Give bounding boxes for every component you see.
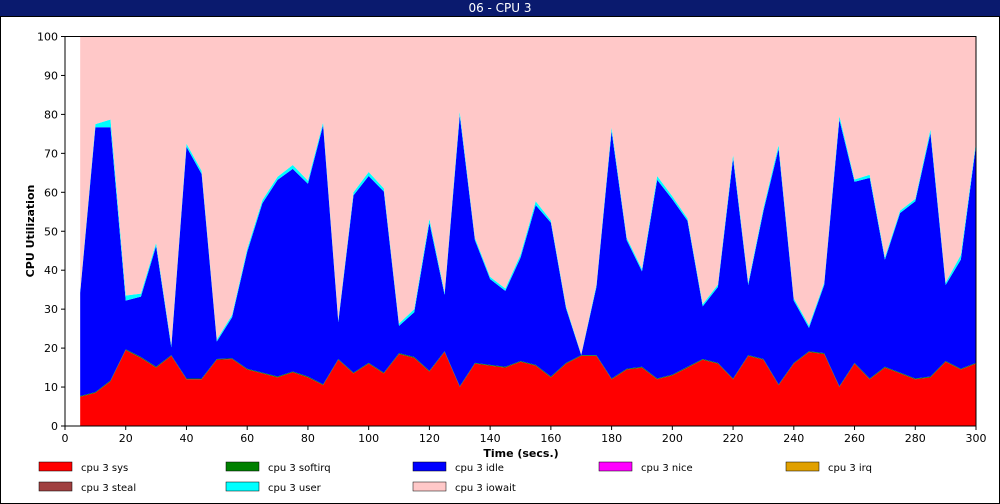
cpu-utilization-chart: 0 10 20 30 40 50 60 70 80 90 100 0 20 40 60 80 100 120 14…	[24, 31, 987, 495]
y-tick-label: 60	[44, 186, 58, 199]
y-tick-label: 70	[44, 147, 58, 160]
legend-item-cpu-3-iowait: cpu 3 iowait	[412, 481, 516, 494]
y-tick-label: 80	[44, 108, 58, 121]
x-tick-label: 40	[179, 432, 193, 445]
x-tick-label: 140	[480, 432, 501, 445]
x-tick-label: 200	[662, 432, 683, 445]
legend-swatch	[38, 461, 73, 472]
x-tick-label: 20	[119, 432, 133, 445]
area-cpu-3-idle	[80, 115, 976, 397]
y-tick-label: 40	[44, 264, 58, 277]
chart-frame: 0 10 20 30 40 50 60 70 80 90 100 0 20 40 60 80 100 120 14…	[0, 16, 1000, 504]
y-tick-label: 100	[37, 31, 58, 44]
y-axis-label: CPU Utilization	[24, 185, 37, 278]
legend: cpu 3 sys cpu 3 softirq cpu 3 idle cpu 3 ni…	[38, 461, 872, 494]
legend-label: cpu 3 iowait	[455, 483, 516, 494]
y-tick-label: 0	[51, 420, 58, 433]
legend-label: cpu 3 sys	[81, 463, 128, 474]
x-axis: 0 20 40 60 80 100 120 140 160 180 200 220 240 260 280 3…	[62, 426, 987, 445]
legend-item-cpu-3-user: cpu 3 user	[225, 481, 322, 494]
x-tick-label: 180	[601, 432, 622, 445]
legend-swatch	[412, 481, 447, 492]
legend-swatch	[225, 461, 260, 472]
y-tick-label: 30	[44, 303, 58, 316]
y-tick-label: 50	[44, 225, 58, 238]
legend-item-cpu-3-idle: cpu 3 idle	[412, 461, 504, 474]
legend-swatch	[412, 461, 447, 472]
legend-item-cpu-3-irq: cpu 3 irq	[785, 461, 872, 474]
x-tick-label: 260	[844, 432, 865, 445]
area-layers	[80, 36, 976, 426]
legend-swatch	[225, 481, 260, 492]
x-tick-label: 280	[905, 432, 926, 445]
legend-label: cpu 3 irq	[828, 463, 872, 474]
window-title: 06 - CPU 3	[0, 0, 1000, 16]
x-tick-label: 300	[966, 432, 987, 445]
legend-swatch	[38, 481, 73, 492]
x-tick-label: 120	[419, 432, 440, 445]
legend-item-cpu-3-sys: cpu 3 sys	[38, 461, 128, 474]
legend-item-cpu-3-nice: cpu 3 nice	[598, 461, 693, 474]
x-axis-label: Time (secs.)	[483, 447, 558, 460]
y-tick-label: 10	[44, 381, 58, 394]
area-cpu-3-iowait	[80, 36, 976, 355]
legend-swatch	[785, 461, 820, 472]
legend-item-cpu-3-steal: cpu 3 steal	[38, 481, 136, 494]
area-cpu-3-sys	[80, 350, 976, 426]
x-tick-label: 80	[301, 432, 315, 445]
y-axis: 0 10 20 30 40 50 60 70 80 90 100	[37, 31, 65, 433]
legend-item-cpu-3-softirq: cpu 3 softirq	[225, 461, 331, 474]
legend-label: cpu 3 idle	[455, 463, 504, 474]
y-tick-label: 90	[44, 69, 58, 82]
legend-label: cpu 3 user	[268, 483, 322, 494]
legend-label: cpu 3 nice	[641, 463, 693, 474]
x-tick-label: 240	[783, 432, 804, 445]
x-tick-label: 0	[62, 432, 69, 445]
x-tick-label: 60	[240, 432, 254, 445]
y-tick-label: 20	[44, 342, 58, 355]
x-tick-label: 100	[358, 432, 379, 445]
x-tick-label: 220	[723, 432, 744, 445]
legend-label: cpu 3 steal	[81, 483, 136, 494]
x-tick-label: 160	[540, 432, 561, 445]
legend-swatch	[598, 461, 633, 472]
legend-label: cpu 3 softirq	[268, 463, 331, 474]
